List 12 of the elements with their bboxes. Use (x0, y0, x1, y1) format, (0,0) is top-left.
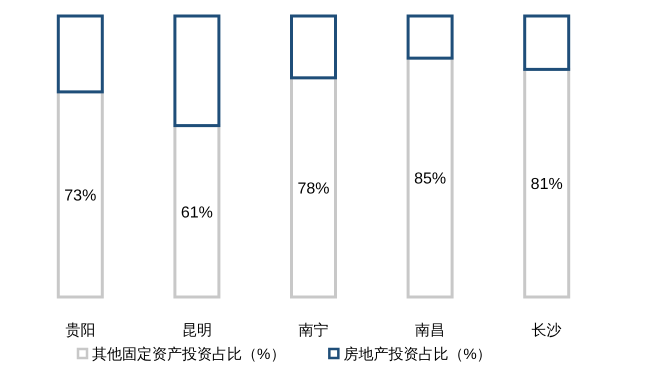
legend-label: 房地产投资占比（%） (343, 346, 492, 363)
data-label: 85% (414, 170, 446, 188)
x-tick-label: 南宁 (298, 322, 328, 339)
legend-label: 其他固定资产投资占比（%） (92, 346, 286, 363)
x-tick-label: 南昌 (415, 322, 446, 339)
x-tick-label: 长沙 (532, 322, 562, 339)
data-label: 61% (180, 204, 213, 222)
x-tick-label: 贵阳 (65, 322, 96, 339)
data-label: 78% (297, 180, 330, 198)
data-label: 73% (64, 187, 96, 204)
data-label: 81% (530, 176, 563, 194)
x-tick-label: 昆明 (182, 322, 212, 339)
